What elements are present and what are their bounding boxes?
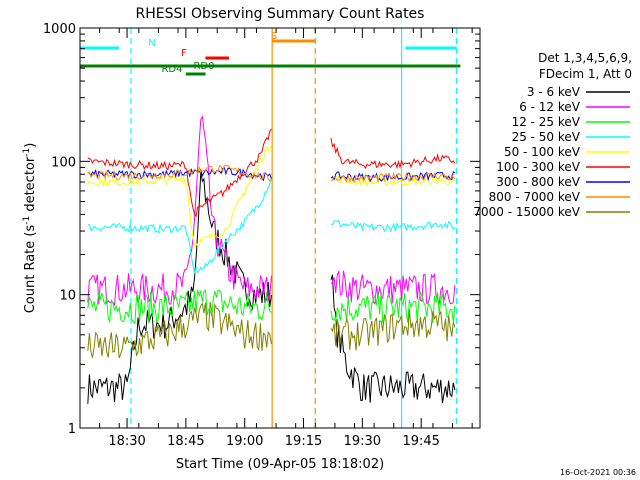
x-axis-label: Start Time (09-Apr-05 18:18:02) xyxy=(176,457,384,472)
x-tick-label-5: 19:45 xyxy=(402,434,439,449)
y-axis-label-sup1: -1 xyxy=(22,216,32,225)
series-0-line-1 xyxy=(330,274,456,404)
legend-label-5: 100 - 300 keV xyxy=(496,160,580,174)
x-tick-label-0: 18:30 xyxy=(108,434,145,449)
series-6-line-0 xyxy=(87,167,272,182)
legend-label-4: 50 - 100 keV xyxy=(504,145,581,159)
series-1-line-0 xyxy=(87,115,272,307)
timestamp: 16-Oct-2021 00:36 xyxy=(560,468,636,477)
y-tick-label-0: 1 xyxy=(68,422,76,437)
y-axis-label-mid: detector xyxy=(23,156,38,216)
series-5-line-1 xyxy=(330,137,456,170)
flag-label-rd4: RD4 xyxy=(161,64,182,75)
y-tick-label-2: 100 xyxy=(51,155,76,170)
flag-label-rd0: RD0 xyxy=(193,61,214,72)
x-tick-label-3: 19:15 xyxy=(285,434,322,449)
legend-label-7: 800 - 7000 keV xyxy=(489,190,581,204)
legend-header-2: FDecim 1, Att 0 xyxy=(539,67,632,81)
series-2-line-0 xyxy=(87,289,272,325)
series-7-line-0 xyxy=(87,164,272,182)
legend-header-1: Det 1,3,4,5,6,9, xyxy=(538,51,632,65)
y-tick-label-1: 10 xyxy=(59,289,76,304)
flag-label-n: N xyxy=(148,38,155,49)
series-3-line-1 xyxy=(330,219,456,233)
y-tick-label-3: 1000 xyxy=(43,22,76,37)
chart-title: RHESSI Observing Summary Count Rates xyxy=(136,6,425,22)
series-4-line-0 xyxy=(87,145,272,248)
series-0-line-0 xyxy=(87,172,272,404)
flag-label-f: F xyxy=(181,48,187,59)
series-1-line-1 xyxy=(330,269,456,305)
series-8-line-0 xyxy=(87,302,272,359)
y-axis-label: Count Rate (s-1 detector-1) xyxy=(22,143,38,314)
x-tick-label-2: 19:00 xyxy=(226,434,263,449)
legend-label-6: 300 - 800 keV xyxy=(496,175,580,189)
series-3-line-0 xyxy=(87,178,272,274)
y-axis-label-main: Count Rate (s xyxy=(23,225,38,314)
series-8-line-1 xyxy=(330,309,456,351)
legend-label-2: 12 - 25 keV xyxy=(512,115,581,129)
legend: Det 1,3,4,5,6,9, FDecim 1, Att 0 3 - 6 k… xyxy=(473,51,632,219)
series-2-line-1 xyxy=(330,290,456,324)
series-4-line-1 xyxy=(330,174,456,188)
x-tick-label-4: 19:30 xyxy=(344,434,381,449)
y-axis-label-end: ) xyxy=(23,143,38,148)
axes-frame xyxy=(79,27,481,429)
series-5-line-0 xyxy=(87,128,272,218)
plot-area: N S F RD0 RD4 1 10 100 1000 18:30 18:45 19:00 19:15 1… xyxy=(43,22,481,449)
series-7-line-1 xyxy=(330,171,456,184)
legend-label-3: 25 - 50 keV xyxy=(512,130,581,144)
y-axis-label-sup2: -1 xyxy=(22,148,32,157)
flag-label-s: S xyxy=(271,31,277,42)
legend-label-0: 3 - 6 keV xyxy=(527,85,581,99)
x-tick-label-1: 18:45 xyxy=(167,434,204,449)
legend-label-1: 6 - 12 keV xyxy=(519,100,581,114)
legend-label-8: 7000 - 15000 keV xyxy=(473,205,580,219)
